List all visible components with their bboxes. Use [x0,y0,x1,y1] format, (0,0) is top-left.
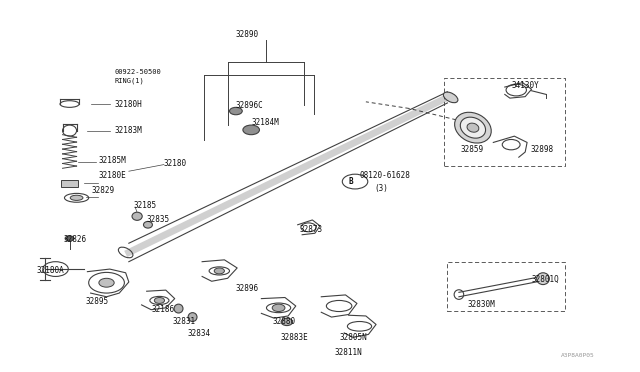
Text: 32896C: 32896C [236,101,264,110]
Ellipse shape [537,273,549,285]
Text: 34130Y: 34130Y [511,81,539,90]
Text: 32895: 32895 [86,297,109,306]
Ellipse shape [143,221,152,228]
Text: 32896: 32896 [236,284,259,293]
Circle shape [154,298,164,304]
Text: 32184M: 32184M [251,118,279,127]
Text: 32180: 32180 [164,159,187,169]
Ellipse shape [132,212,142,220]
Circle shape [65,236,74,241]
Circle shape [230,108,243,115]
Text: 32890: 32890 [235,30,259,39]
Text: RING(1): RING(1) [115,77,145,84]
Text: 32805N: 32805N [339,333,367,342]
Text: 32835: 32835 [147,215,170,224]
Ellipse shape [444,92,458,103]
Text: 32830M: 32830M [468,300,495,310]
Text: 32811N: 32811N [334,348,362,357]
Ellipse shape [454,112,492,143]
Text: B: B [348,177,353,186]
Text: 32183M: 32183M [115,126,143,135]
Ellipse shape [281,318,292,326]
Circle shape [214,268,225,274]
Text: 32180A: 32180A [36,266,64,275]
Text: 32185: 32185 [134,201,157,210]
Text: 32826: 32826 [64,235,87,244]
Text: 32831: 32831 [172,317,195,326]
Ellipse shape [460,117,486,138]
Text: 00922-50500: 00922-50500 [115,69,161,75]
Circle shape [99,278,114,287]
Text: 32801Q: 32801Q [532,275,559,283]
Bar [61,180,79,187]
Text: 32859: 32859 [460,145,483,154]
Text: 08120-61628: 08120-61628 [360,171,410,180]
Text: 32180H: 32180H [115,100,143,109]
Circle shape [272,304,285,311]
Text: 32186: 32186 [151,305,174,314]
Text: (3): (3) [374,185,388,193]
Text: 32834: 32834 [188,329,211,338]
Text: 32873: 32873 [300,225,323,234]
Text: 32180E: 32180E [99,171,126,180]
Ellipse shape [70,195,83,201]
Ellipse shape [188,312,197,321]
Circle shape [243,125,259,135]
Text: A3P8A0P05: A3P8A0P05 [561,353,595,357]
Ellipse shape [174,304,183,313]
Text: 32829: 32829 [92,186,115,195]
Text: 32185M: 32185M [99,156,126,166]
Ellipse shape [467,123,479,132]
Text: 32898: 32898 [531,145,554,154]
Text: 32883E: 32883E [280,333,308,342]
Text: 32880: 32880 [272,317,295,326]
